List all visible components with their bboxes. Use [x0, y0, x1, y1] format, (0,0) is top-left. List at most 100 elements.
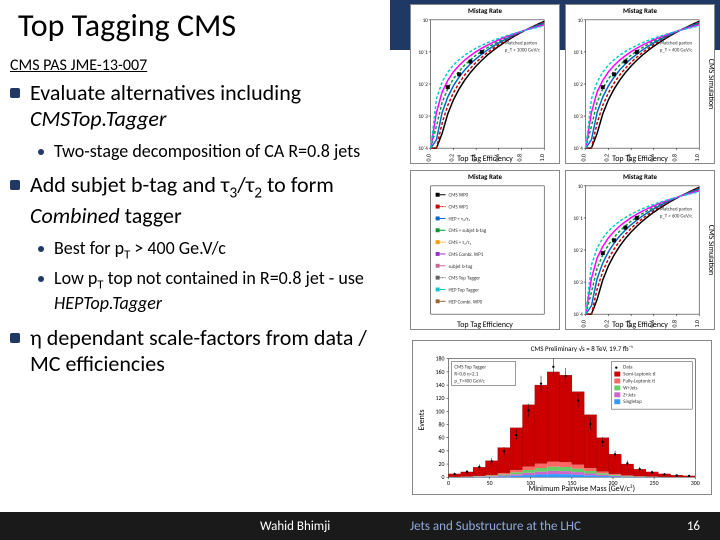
- svg-text:HEP Top Tagger: HEP Top Tagger: [448, 287, 479, 293]
- bullet-dot: [10, 333, 20, 343]
- svg-text:300: 300: [691, 479, 700, 487]
- svg-text:10⁻1: 10⁻1: [574, 50, 584, 56]
- svg-text:p_T > 400 GeV/c: p_T > 400 GeV/c: [660, 47, 693, 53]
- svg-text:10: 10: [423, 18, 428, 24]
- svg-text:0.2: 0.2: [602, 154, 610, 161]
- svg-text:CMS Simulation: CMS Simulation: [706, 225, 714, 275]
- roc-plot-mid-left: Mistag Rate CMS WP0 CMS WP1 HEP + τ₃/τ₂ CMS…: [410, 170, 560, 330]
- bullet-2-sub-2: Low pT top not contained in R=0.8 jet - …: [38, 268, 390, 314]
- svg-text:Semi-Leptonic tt̄: Semi-Leptonic tt̄: [623, 371, 656, 378]
- bullet-2-sub-1: Best for pT > 400 Ge.V/c: [38, 238, 390, 263]
- bullet-3: η dependant scale-factors from data / MC…: [10, 325, 390, 378]
- footer-author: Wahid Bhimji: [260, 519, 330, 534]
- svg-text:10⁻2: 10⁻2: [419, 82, 429, 88]
- svg-text:W+Jets: W+Jets: [623, 385, 637, 391]
- svg-text:CMS Top Tagger: CMS Top Tagger: [448, 276, 480, 282]
- svg-text:p_T > 600 GeV/c: p_T > 600 GeV/c: [660, 213, 693, 219]
- svg-text:Mistag Rate: Mistag Rate: [623, 6, 657, 15]
- bullet-dot: [10, 180, 20, 190]
- svg-text:CMS Combi. WP1: CMS Combi. WP1: [448, 252, 483, 258]
- svg-text:10: 10: [578, 18, 583, 24]
- svg-text:20: 20: [439, 460, 445, 468]
- bullet-text: Best for pT > 400 Ge.V/c: [54, 238, 226, 263]
- roc-plot-top-left: Mistag Rate 0.00.20.40.60.81.010⁻410⁻310…: [410, 4, 560, 164]
- bullet-2: Add subjet b-tag and τ3/τ2 to form Combi…: [10, 172, 390, 229]
- footer-page: 16: [687, 519, 700, 534]
- svg-text:0.8: 0.8: [671, 320, 679, 327]
- svg-text:Top Tag Efficiency: Top Tag Efficiency: [612, 154, 668, 163]
- svg-text:Mistag Rate: Mistag Rate: [468, 172, 502, 181]
- svg-text:10: 10: [578, 184, 583, 190]
- svg-text:100: 100: [436, 407, 445, 415]
- svg-text:Fully-Leptonic tt̄: Fully-Leptonic tt̄: [623, 378, 655, 385]
- footer-talk: Jets and Substructure at the LHC: [410, 519, 581, 534]
- svg-text:Data: Data: [623, 365, 633, 371]
- bullet-text: Add subjet b-tag and τ3/τ2 to form Combi…: [30, 172, 390, 229]
- svg-text:HEP + τ₃/τ₂: HEP + τ₃/τ₂: [448, 216, 470, 222]
- svg-text:1.0: 1.0: [693, 320, 701, 327]
- svg-text:Mistag Rate: Mistag Rate: [468, 6, 502, 15]
- content-area: Evaluate alternatives including CMSTop.T…: [10, 80, 390, 385]
- svg-text:10⁻3: 10⁻3: [574, 114, 584, 120]
- svg-text:0: 0: [447, 479, 450, 487]
- svg-text:Singletop: Singletop: [623, 399, 642, 405]
- svg-text:CMS WP1: CMS WP1: [448, 205, 468, 211]
- title-bar: Top Tagging CMS: [0, 0, 410, 50]
- svg-text:0.8: 0.8: [671, 154, 679, 161]
- svg-text:120: 120: [436, 394, 445, 402]
- svg-text:0.0: 0.0: [580, 320, 588, 327]
- roc-plot-top-right: Mistag Rate 0.00.20.40.60.81.010⁻410⁻310…: [565, 4, 715, 164]
- svg-text:10⁻4: 10⁻4: [574, 312, 584, 318]
- bullet-1: Evaluate alternatives including CMSTop.T…: [10, 80, 390, 133]
- svg-text:1.0: 1.0: [538, 154, 546, 161]
- svg-text:CMS + subjet b-tag: CMS + subjet b-tag: [448, 228, 486, 234]
- bullet-text: Two-stage decomposition of CA R=0.8 jets: [54, 141, 360, 163]
- svg-text:CMS Simulation: CMS Simulation: [706, 59, 714, 109]
- svg-text:160: 160: [436, 368, 445, 376]
- bullet-dot: [38, 246, 44, 252]
- svg-text:140: 140: [436, 381, 445, 389]
- footer-bar: Wahid Bhimji Jets and Substructure at th…: [0, 512, 720, 540]
- bullet-text: Evaluate alternatives including CMSTop.T…: [30, 80, 390, 133]
- histogram-plot: CMS Preliminary √s = 8 TeV, 19.7 fb⁻¹ Ev…: [412, 340, 712, 495]
- svg-text:0: 0: [442, 473, 445, 481]
- slide-title: Top Tagging CMS: [18, 6, 236, 45]
- svg-text:1.0: 1.0: [693, 154, 701, 161]
- svg-text:0.8: 0.8: [516, 154, 524, 161]
- svg-text:Events: Events: [417, 410, 427, 431]
- svg-text:CMS + τ₃/τ₂: CMS + τ₃/τ₂: [448, 240, 471, 246]
- svg-text:HEP Combi. WP0: HEP Combi. WP0: [448, 299, 482, 305]
- svg-text:Matched parton: Matched parton: [660, 41, 693, 47]
- svg-text:CMS Preliminary √s = 8 TeV, 1: CMS Preliminary √s = 8 TeV, 19.7 fb⁻¹: [531, 344, 633, 353]
- svg-text:10⁻1: 10⁻1: [574, 216, 584, 222]
- svg-text:10⁻3: 10⁻3: [419, 114, 429, 120]
- bullet-dot: [38, 276, 44, 282]
- svg-text:CMS Top Tagger: CMS Top Tagger: [454, 365, 486, 371]
- svg-text:50: 50: [487, 479, 493, 487]
- svg-text:10⁻2: 10⁻2: [574, 248, 584, 254]
- svg-text:10⁻2: 10⁻2: [574, 82, 584, 88]
- svg-text:0.0: 0.0: [580, 154, 588, 161]
- svg-text:CMS WP0: CMS WP0: [448, 193, 468, 199]
- svg-text:0.2: 0.2: [447, 154, 455, 161]
- svg-text:60: 60: [439, 434, 445, 442]
- svg-text:10⁻1: 10⁻1: [419, 50, 429, 56]
- svg-text:180: 180: [436, 355, 445, 363]
- bullet-text: η dependant scale-factors from data / MC…: [30, 325, 390, 378]
- svg-text:10⁻4: 10⁻4: [419, 146, 429, 152]
- bullet-dot: [38, 149, 44, 155]
- svg-text:0.2: 0.2: [602, 320, 610, 327]
- svg-text:Top Tag Efficiency: Top Tag Efficiency: [457, 320, 513, 329]
- svg-text:250: 250: [650, 479, 659, 487]
- roc-plot-mid-right: Mistag Rate 0.00.20.40.60.81.010⁻410⁻310…: [565, 170, 715, 330]
- svg-text:R=0.8 η<2.1: R=0.8 η<2.1: [454, 372, 478, 378]
- svg-text:0.0: 0.0: [425, 154, 433, 161]
- svg-text:p_T>400 GeV/c: p_T>400 GeV/c: [454, 378, 484, 384]
- reference-link: CMS PAS JME-13-007: [10, 56, 147, 75]
- bullet-dot: [10, 88, 20, 98]
- svg-text:Matched parton: Matched parton: [505, 41, 538, 47]
- svg-text:Matched parton: Matched parton: [660, 207, 693, 213]
- svg-text:10⁻3: 10⁻3: [574, 280, 584, 286]
- svg-text:Z+Jets: Z+Jets: [623, 392, 635, 398]
- svg-text:Top Tag Efficiency: Top Tag Efficiency: [612, 320, 668, 329]
